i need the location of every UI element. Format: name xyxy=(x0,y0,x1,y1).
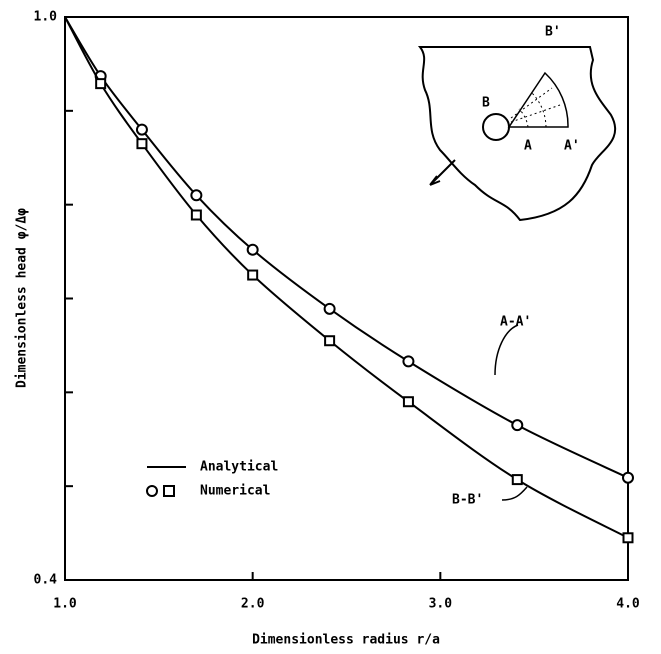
x-tick-label: 4.0 xyxy=(616,597,640,612)
legend-label: Numerical xyxy=(200,484,270,499)
inset-label: B xyxy=(482,96,490,111)
inset-well xyxy=(482,113,510,141)
y-tick-label: 0.4 xyxy=(34,573,58,588)
numerical-marker xyxy=(190,189,203,202)
label-leader xyxy=(494,324,519,376)
x-tick-label: 2.0 xyxy=(241,597,265,612)
legend-marker xyxy=(163,485,175,497)
legend-label: Analytical xyxy=(200,460,278,475)
inset-arrow xyxy=(429,159,456,186)
numerical-marker xyxy=(135,123,148,136)
numerical-marker xyxy=(511,474,523,486)
x-tick-label: 1.0 xyxy=(53,597,77,612)
inset-diagram xyxy=(417,46,617,222)
inset-mesh xyxy=(510,87,561,128)
numerical-marker xyxy=(511,419,524,432)
numerical-marker xyxy=(95,78,107,90)
numerical-marker xyxy=(402,396,414,408)
x-tick-label: 3.0 xyxy=(429,597,453,612)
curve-label: B-B' xyxy=(452,493,483,508)
inset-sector xyxy=(507,71,569,128)
curve-label: A-A' xyxy=(500,315,531,330)
analytical-curve xyxy=(64,16,629,539)
legend-marker xyxy=(146,485,158,497)
y-tick-label: 1.0 xyxy=(34,10,58,25)
y-axis-title: Dimensionless head φ/Δφ xyxy=(15,208,30,388)
numerical-marker xyxy=(324,335,336,347)
numerical-marker xyxy=(136,138,148,150)
inset-label: A' xyxy=(564,139,580,154)
inset-label: B' xyxy=(545,25,561,40)
numerical-marker xyxy=(190,209,202,221)
inset-label: A xyxy=(524,139,532,154)
analytical-curve xyxy=(64,16,629,479)
x-axis-title: Dimensionless radius r/a xyxy=(252,633,440,648)
numerical-marker xyxy=(246,243,259,256)
inset-boundary xyxy=(417,46,617,222)
numerical-marker xyxy=(247,269,259,281)
numerical-marker xyxy=(402,355,415,368)
label-leader xyxy=(501,486,528,501)
numerical-marker xyxy=(622,532,634,544)
numerical-marker xyxy=(323,302,336,315)
numerical-marker xyxy=(622,471,634,484)
